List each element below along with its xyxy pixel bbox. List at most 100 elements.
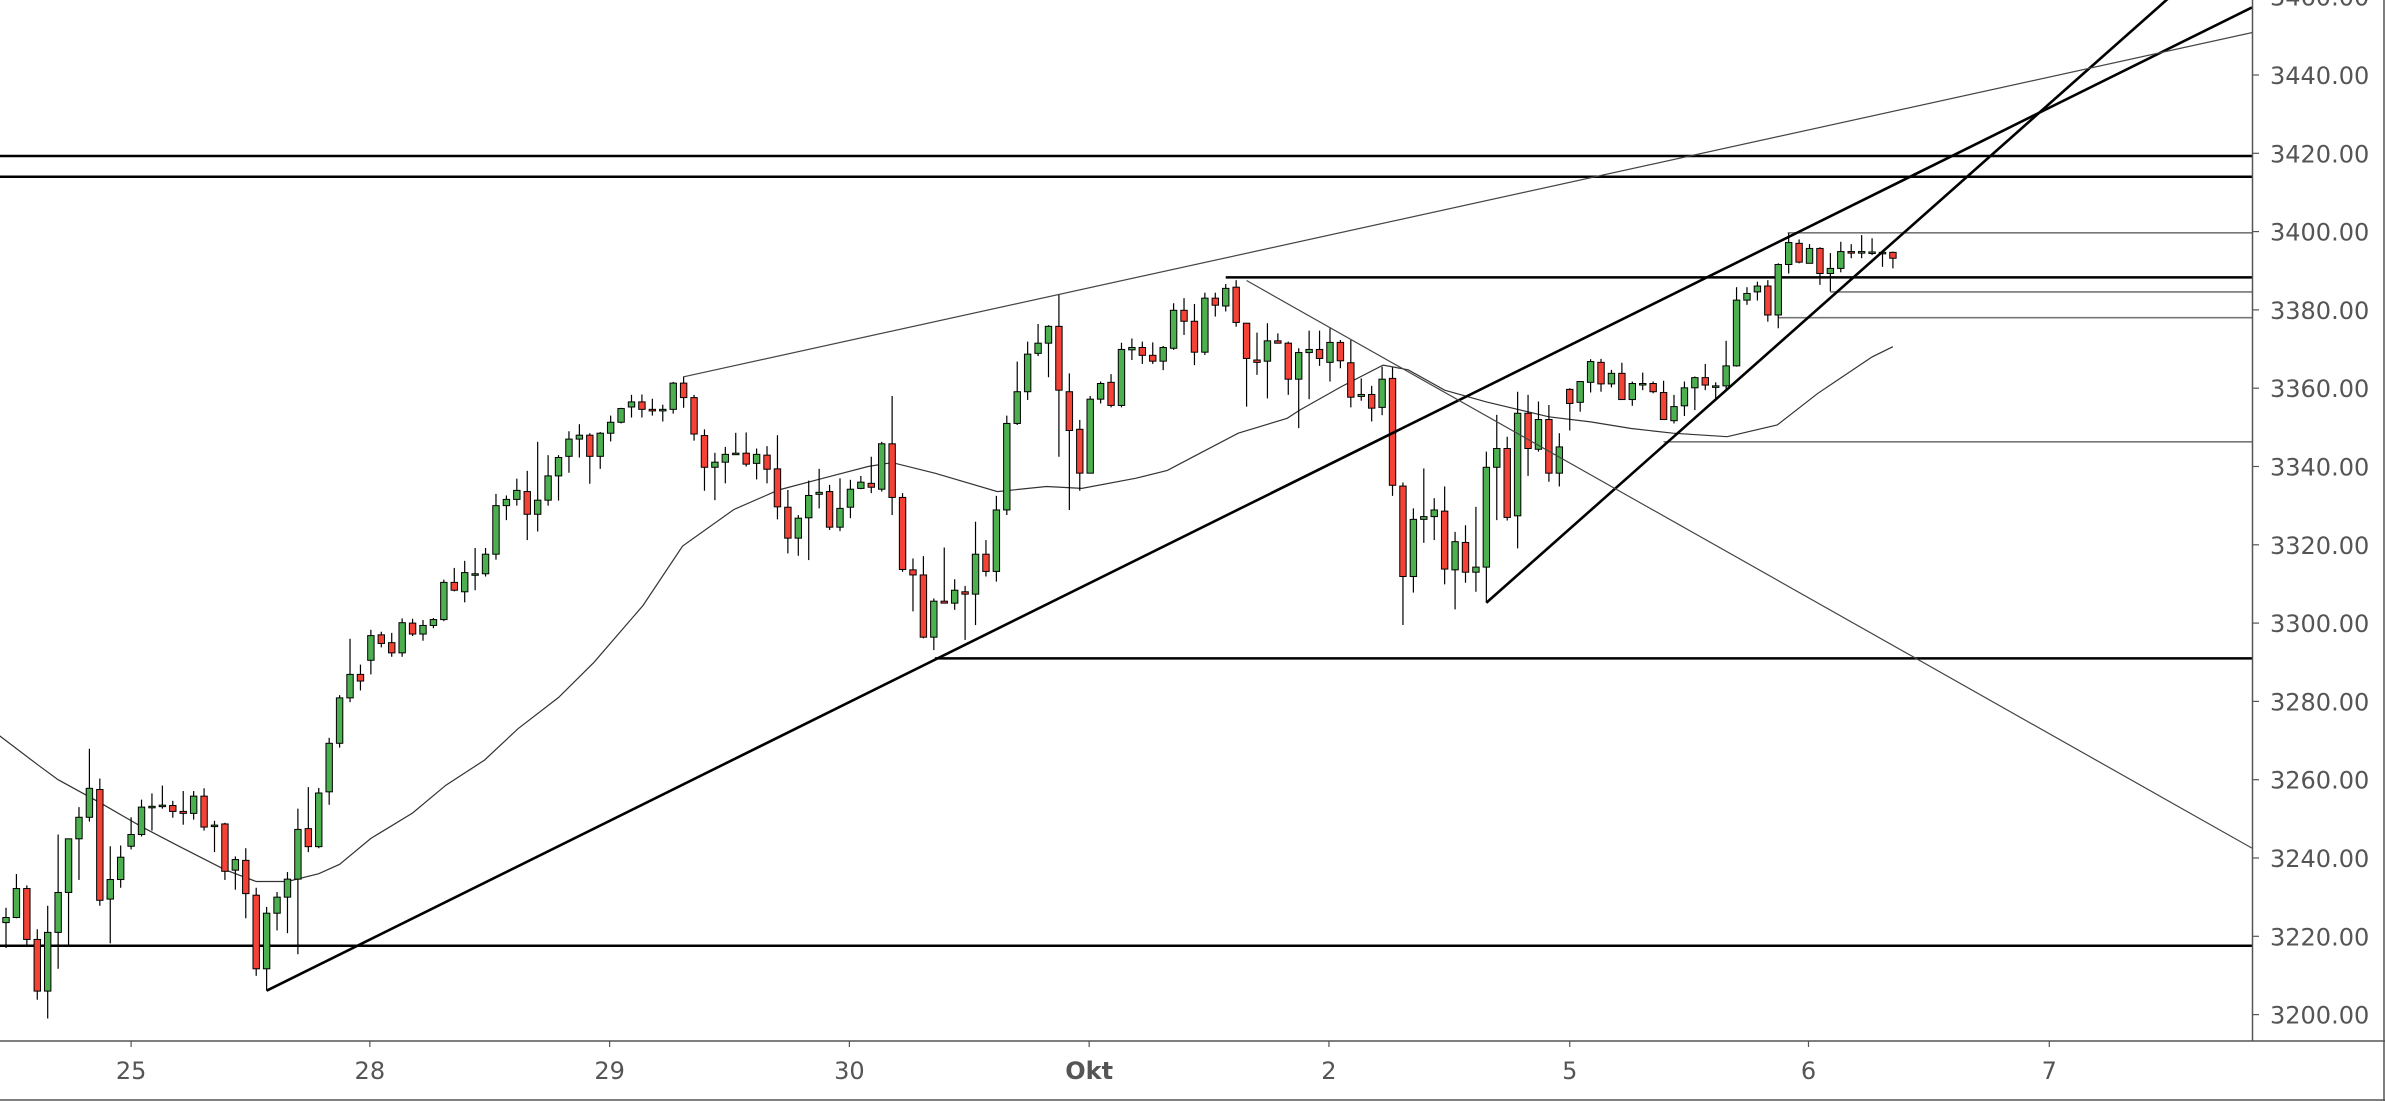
candle [408,618,417,637]
candle [617,407,625,424]
candle-body-down [1795,242,1803,263]
candle [606,415,615,442]
candle [815,468,823,509]
candle [44,905,52,1019]
candle [909,558,917,612]
candle [1451,531,1459,610]
candle-body-up [1357,393,1365,397]
candle-body-up [398,622,406,654]
price-label: 3220.00 [2270,923,2369,951]
candle [1618,362,1626,401]
candle-body-up [669,382,677,410]
time-label: 29 [594,1057,625,1085]
candle-body-up [627,401,636,408]
price-label: 3380.00 [2270,297,2369,325]
candle [1586,359,1595,393]
candle-body-up [857,481,865,489]
candle-body-down [169,805,177,812]
candle-body-down [1149,354,1157,362]
candle [794,515,802,556]
candle-body-down [888,443,896,498]
candle [1034,323,1042,357]
candle [64,838,73,946]
candle-body-down [919,574,928,638]
price-axis[interactable]: 3200.00 3220.00 3240.00 3260.00 3280.00 3300.… [2252,0,2369,1030]
candle-body-down [1440,510,1449,570]
candle-body-up [1837,251,1845,269]
candle-body-up [1295,352,1303,380]
candle-body-up [85,787,94,818]
candle [1680,381,1689,416]
candle-body-up [127,834,135,847]
plot-area[interactable] [0,0,2252,1019]
candle [513,478,521,506]
candle [1044,325,1053,378]
trendline [683,32,2252,378]
price-label: 3360.00 [2270,375,2369,403]
candle-body-down [252,894,260,970]
candle-body-up [1430,509,1438,518]
candle-body-up [1263,340,1272,362]
candle-body-down [1138,346,1147,356]
candle-body-up [721,453,730,463]
candle-body-down [1701,377,1709,386]
candle-body-up [1607,372,1616,385]
candle-body-up [930,600,938,638]
candle-body-down [1399,485,1407,578]
candle-body-down [1545,419,1553,474]
candle [919,556,928,639]
candle-body-up [513,489,521,500]
candle-body-up [335,697,344,744]
candle-body-up [794,517,802,539]
candle [1493,414,1501,521]
candle-body-up [75,816,83,840]
candle-body-up [273,896,281,914]
candle-body-up [1513,412,1522,517]
candle-body-up [659,408,667,412]
candle-body-down [1889,251,1897,259]
candle [857,475,865,490]
candle [346,638,354,703]
candle-body-up [1096,383,1105,400]
candle [1816,247,1824,285]
candle-body-down [1211,297,1219,306]
candle [700,429,709,491]
candle [461,560,469,603]
price-label: 3460.00 [2270,0,2369,12]
candle-body-down [825,491,834,528]
time-axis[interactable]: 25 28 29 30 Okt 2 5 6 7 [116,1041,2057,1085]
candle-body-down [1107,381,1115,406]
candle-body-up [1868,251,1876,254]
candle [1315,330,1324,366]
candle-body-up [189,795,198,814]
candle [1753,281,1762,301]
candle-body-up [481,553,490,575]
candle-body-up [565,438,573,457]
candle-body-up [106,879,114,900]
candle [419,619,427,641]
candle [294,808,302,955]
candle-body-down [221,823,229,872]
candle-body-down [586,434,594,457]
candle-body-up [1774,263,1782,316]
candle-body-up [1378,378,1386,408]
candle-body-down [1274,340,1282,344]
candle-body-down [898,496,907,570]
trendline [1485,0,2169,604]
candle [210,820,219,853]
candle-body-up [1722,365,1730,387]
candle-body-up [1472,566,1480,573]
candle [638,394,646,418]
candle [1732,287,1741,367]
candle-body-up [315,792,323,848]
price-label: 3280.00 [2270,688,2369,716]
candle [575,424,584,458]
candle [1774,263,1782,329]
candle [742,432,750,467]
candle [586,433,594,484]
candle [1639,372,1647,391]
candle [1263,323,1272,399]
trendlines [266,0,2252,992]
candle [23,885,31,946]
